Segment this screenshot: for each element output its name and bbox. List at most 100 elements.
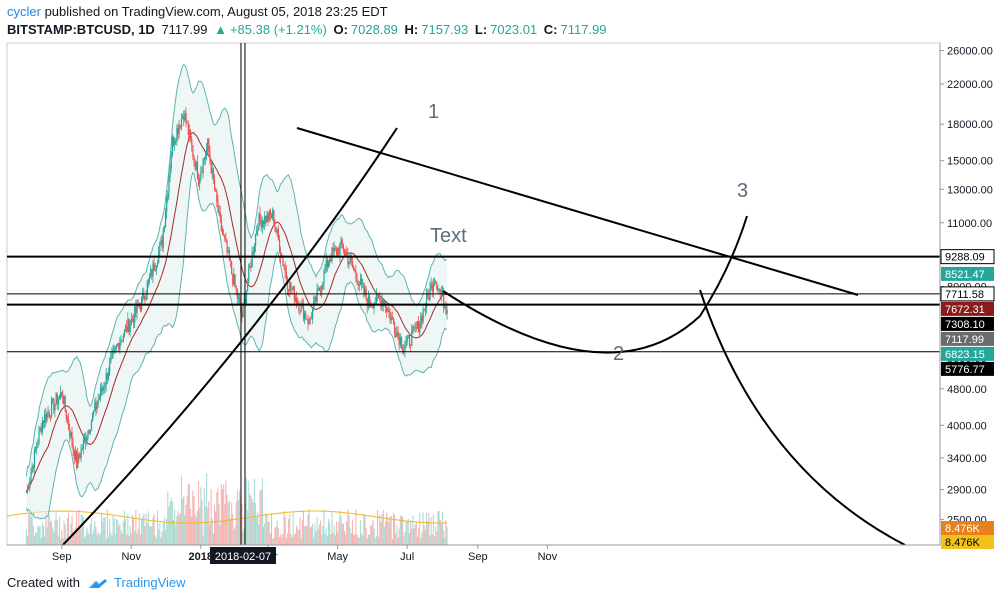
candle-body bbox=[435, 282, 437, 284]
volume-bar bbox=[81, 514, 83, 545]
candle-body bbox=[77, 454, 79, 469]
candle-body bbox=[80, 448, 82, 458]
candle-body bbox=[213, 179, 216, 190]
price-label-box bbox=[940, 286, 995, 302]
volume-bar bbox=[386, 512, 388, 545]
volume-bar bbox=[380, 521, 382, 545]
candle-body bbox=[171, 136, 173, 157]
candle-body bbox=[150, 269, 152, 277]
price-label: 8521.47 bbox=[945, 269, 985, 281]
candle-body bbox=[361, 278, 363, 284]
volume-bar bbox=[323, 509, 325, 545]
candle-body bbox=[127, 318, 129, 332]
volume-bar bbox=[170, 497, 172, 545]
candle-body bbox=[40, 428, 42, 433]
candle-body bbox=[69, 428, 71, 437]
volume-bar bbox=[358, 537, 360, 545]
volume-bar bbox=[257, 512, 259, 545]
candle-body bbox=[187, 123, 189, 135]
candle-body bbox=[307, 320, 309, 325]
candle-body bbox=[412, 326, 414, 331]
volume-bar bbox=[121, 533, 123, 545]
candle-body bbox=[314, 296, 316, 302]
candle-body bbox=[138, 306, 140, 308]
candle-body bbox=[147, 278, 150, 283]
volume-bar bbox=[185, 504, 187, 545]
volume-bar bbox=[161, 531, 163, 545]
volume-bar bbox=[351, 519, 354, 545]
price-label-box bbox=[941, 331, 994, 346]
candle-body bbox=[164, 212, 167, 227]
candle-body bbox=[210, 161, 212, 174]
volume-bar bbox=[52, 527, 54, 545]
volume-bar bbox=[105, 538, 107, 545]
volume-bar bbox=[72, 532, 74, 545]
volume-bar bbox=[25, 529, 27, 545]
candle-body bbox=[285, 271, 287, 280]
candle-body bbox=[340, 239, 342, 245]
candle-body bbox=[68, 419, 70, 429]
symbol-name[interactable]: BITSTAMP:BTCUSD, 1D bbox=[7, 22, 155, 37]
volume-bar bbox=[118, 526, 120, 545]
volume-bar bbox=[84, 537, 86, 545]
volume-bar bbox=[381, 514, 383, 545]
time-tick-label: Nov bbox=[121, 551, 141, 563]
volume-bar bbox=[227, 502, 229, 545]
volume-bar bbox=[154, 535, 156, 545]
candle-body bbox=[251, 252, 253, 268]
candle-body bbox=[426, 293, 428, 308]
candle-body bbox=[29, 480, 31, 488]
volume-bar bbox=[182, 499, 184, 545]
volume-bar bbox=[160, 537, 162, 545]
candle-body bbox=[82, 439, 85, 449]
candle-body bbox=[318, 288, 321, 291]
candle-body bbox=[445, 306, 447, 314]
price-tick-label: 3400.00 bbox=[947, 453, 987, 465]
volume-bar bbox=[176, 515, 178, 545]
volume-bar bbox=[365, 527, 367, 545]
candle-body bbox=[130, 318, 132, 325]
candle-body bbox=[406, 335, 408, 342]
candle-body bbox=[424, 307, 427, 310]
candle-body bbox=[135, 306, 137, 313]
tradingview-link[interactable]: TradingView bbox=[86, 575, 186, 590]
volume-bar bbox=[427, 521, 429, 545]
candle-body bbox=[369, 296, 371, 305]
candle-body bbox=[62, 396, 64, 404]
volume-bar bbox=[420, 538, 422, 545]
candle-body bbox=[334, 247, 337, 249]
candle-body bbox=[296, 298, 298, 304]
candle-body bbox=[84, 437, 86, 440]
candle-body bbox=[264, 215, 266, 225]
candle-body bbox=[364, 289, 366, 294]
candle-body bbox=[247, 282, 249, 292]
candle-body bbox=[253, 246, 256, 254]
candle-body bbox=[203, 158, 205, 160]
candle-body bbox=[142, 292, 144, 298]
candle-body bbox=[211, 168, 213, 174]
volume-bar bbox=[175, 525, 177, 545]
volume-bar bbox=[333, 524, 335, 545]
volume-bar bbox=[369, 534, 371, 545]
candle-body bbox=[180, 118, 183, 128]
volume-bar bbox=[289, 513, 291, 545]
volume-bar bbox=[434, 536, 436, 545]
volume-bar bbox=[97, 531, 99, 545]
candle-body bbox=[423, 308, 425, 310]
volume-bar bbox=[199, 507, 201, 545]
volume-bar bbox=[150, 525, 152, 545]
candle-body bbox=[184, 113, 186, 121]
open-value: 7028.89 bbox=[350, 22, 398, 37]
author-link[interactable]: cycler bbox=[7, 4, 41, 19]
volume-bar bbox=[53, 531, 55, 545]
candle-body bbox=[223, 233, 225, 236]
volume-label: 8.476K bbox=[945, 537, 981, 549]
candle-body bbox=[400, 337, 403, 349]
time-tick-label: Jul bbox=[400, 551, 414, 563]
volume-bar bbox=[95, 526, 97, 545]
time-axis[interactable]: SepNov2018MarMayJulSepNov2018-02-07 bbox=[7, 544, 940, 564]
volume-bar bbox=[251, 499, 253, 545]
volume-bar bbox=[188, 484, 190, 545]
candle-body bbox=[439, 288, 441, 292]
